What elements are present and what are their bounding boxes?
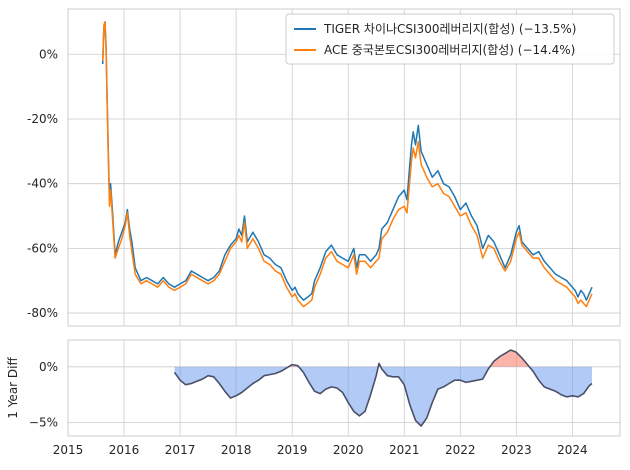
xtick-label: 2024	[557, 443, 588, 457]
xtick-label: 2017	[165, 443, 196, 457]
legend-box	[285, 13, 615, 65]
negative-diff-area	[174, 366, 592, 426]
bottom-plot-frame	[67, 339, 621, 437]
xtick-label: 2022	[445, 443, 476, 457]
series-line-2	[101, 21, 593, 308]
legend-label-1: TIGER 차이나CSI300레버리지(합성) (−13.5%)	[323, 22, 576, 36]
bottom-ytick-label: −5%	[29, 416, 58, 430]
xtick-label: 2015	[53, 443, 84, 457]
xtick-label: 2018	[221, 443, 252, 457]
top-ytick-label: -60%	[27, 241, 58, 255]
xtick-label: 2020	[333, 443, 364, 457]
positive-diff-area	[288, 350, 530, 367]
top-ytick-label: -40%	[27, 177, 58, 191]
top-plot-frame	[67, 8, 621, 327]
top-ytick-label: 0%	[39, 47, 58, 61]
xtick-label: 2021	[389, 443, 420, 457]
bottom-ytick-label: 0%	[39, 360, 58, 374]
xtick-label: 2019	[277, 443, 308, 457]
top-ytick-label: -20%	[27, 112, 58, 126]
xtick-label: 2016	[109, 443, 140, 457]
xtick-label: 2023	[501, 443, 532, 457]
legend: TIGER 차이나CSI300레버리지(합성) (−13.5%) ACE 중국본토…	[285, 13, 615, 65]
bottom-ylabel: 1 Year Diff	[6, 357, 20, 419]
legend-label-2: ACE 중국본토CSI300레버리지(합성) (−14.4%)	[324, 43, 575, 57]
diff-line	[173, 349, 593, 427]
series-line-1	[101, 21, 593, 301]
top-ytick-label: -80%	[27, 306, 58, 320]
one-year-diff-panel: 2015 2016 2017 2018 2019 2020 2021 2022 2023 2024…	[6, 339, 621, 457]
cumulative-return-panel: 0% -20% -40% -60% -80% TIGER 차이나CSI300레버리지(합성…	[27, 8, 621, 327]
